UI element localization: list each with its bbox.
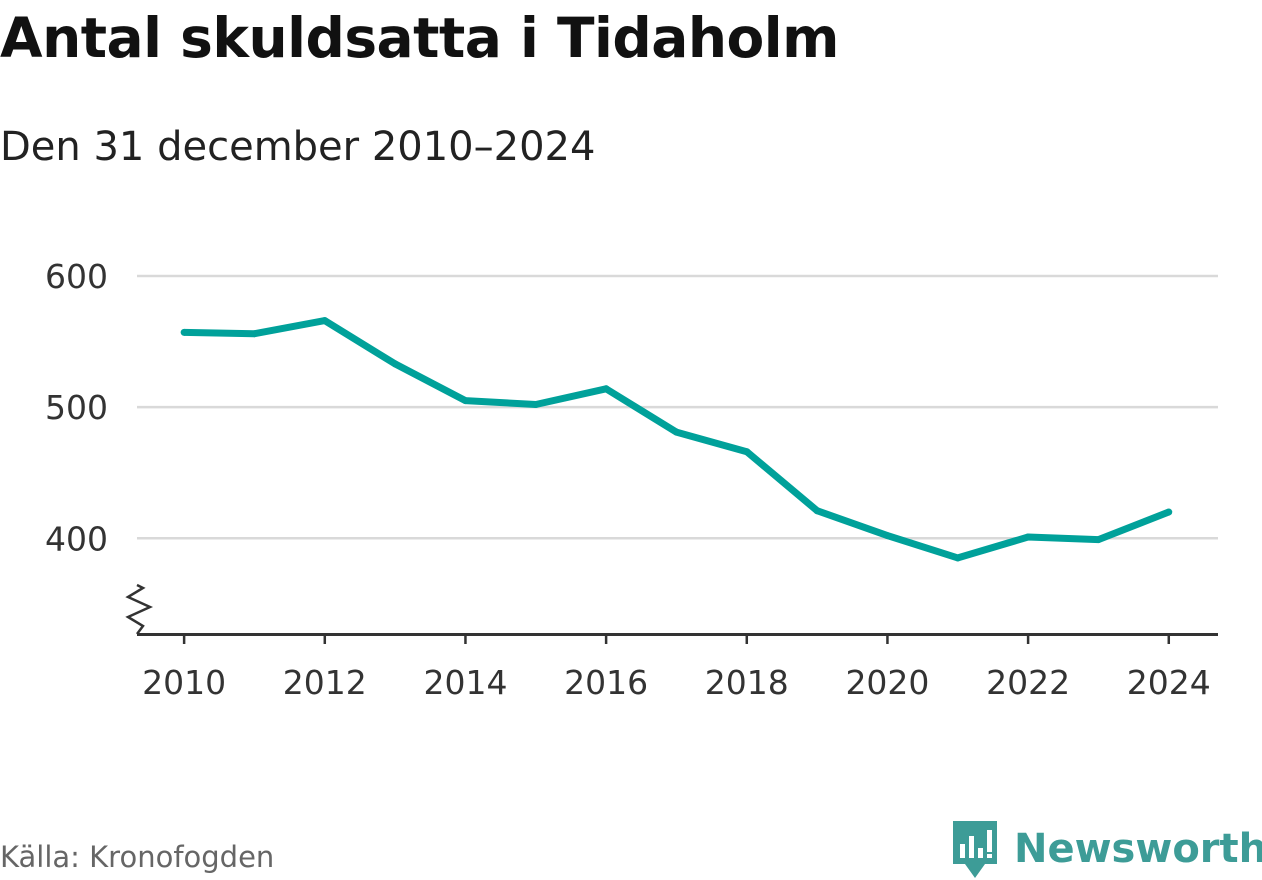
data-point (461, 397, 469, 405)
chart-title: Antal skuldsatta i Tidaholm (0, 6, 839, 70)
data-point (1024, 533, 1032, 541)
data-point (321, 317, 329, 325)
x-tick-label: 2010 (142, 663, 226, 702)
y-tick-label: 400 (45, 519, 108, 558)
data-point (1165, 508, 1173, 516)
series-layer (180, 317, 1173, 562)
x-tick-label: 2014 (423, 663, 507, 702)
data-point (743, 448, 751, 456)
source-note: Källa: Kronofogden (0, 840, 275, 874)
data-point (883, 532, 891, 540)
x-tick-label: 2012 (283, 663, 367, 702)
data-point (813, 507, 821, 515)
y-axis: 600 500 400 (45, 257, 108, 558)
data-point (532, 401, 540, 409)
data-point (1094, 536, 1102, 544)
y-tick-label: 500 (45, 388, 108, 427)
data-point (954, 554, 962, 562)
data-point (391, 360, 399, 368)
x-axis: 2010 2012 2014 2016 2018 2020 2022 2024 (137, 633, 1218, 702)
series-line (184, 317, 1171, 562)
data-point (250, 330, 258, 338)
y-axis-break-icon (125, 583, 154, 635)
y-tick-label: 600 (45, 257, 108, 296)
chart-subtitle: Den 31 december 2010–2024 (0, 124, 596, 170)
x-tick-label: 2022 (986, 663, 1070, 702)
x-tick-label: 2024 (1127, 663, 1211, 702)
x-tick-label: 2016 (564, 663, 648, 702)
x-tick-marks (182, 634, 1171, 644)
gridlines (137, 274, 1218, 540)
data-point (672, 428, 680, 436)
x-tick-label: 2018 (705, 663, 789, 702)
data-point (602, 385, 610, 393)
brand: Newsworthy (950, 818, 1262, 880)
data-point (180, 328, 188, 336)
brand-name: Newsworthy (1014, 826, 1262, 872)
newsworthy-logo-icon (953, 821, 997, 878)
x-tick-label: 2020 (845, 663, 929, 702)
